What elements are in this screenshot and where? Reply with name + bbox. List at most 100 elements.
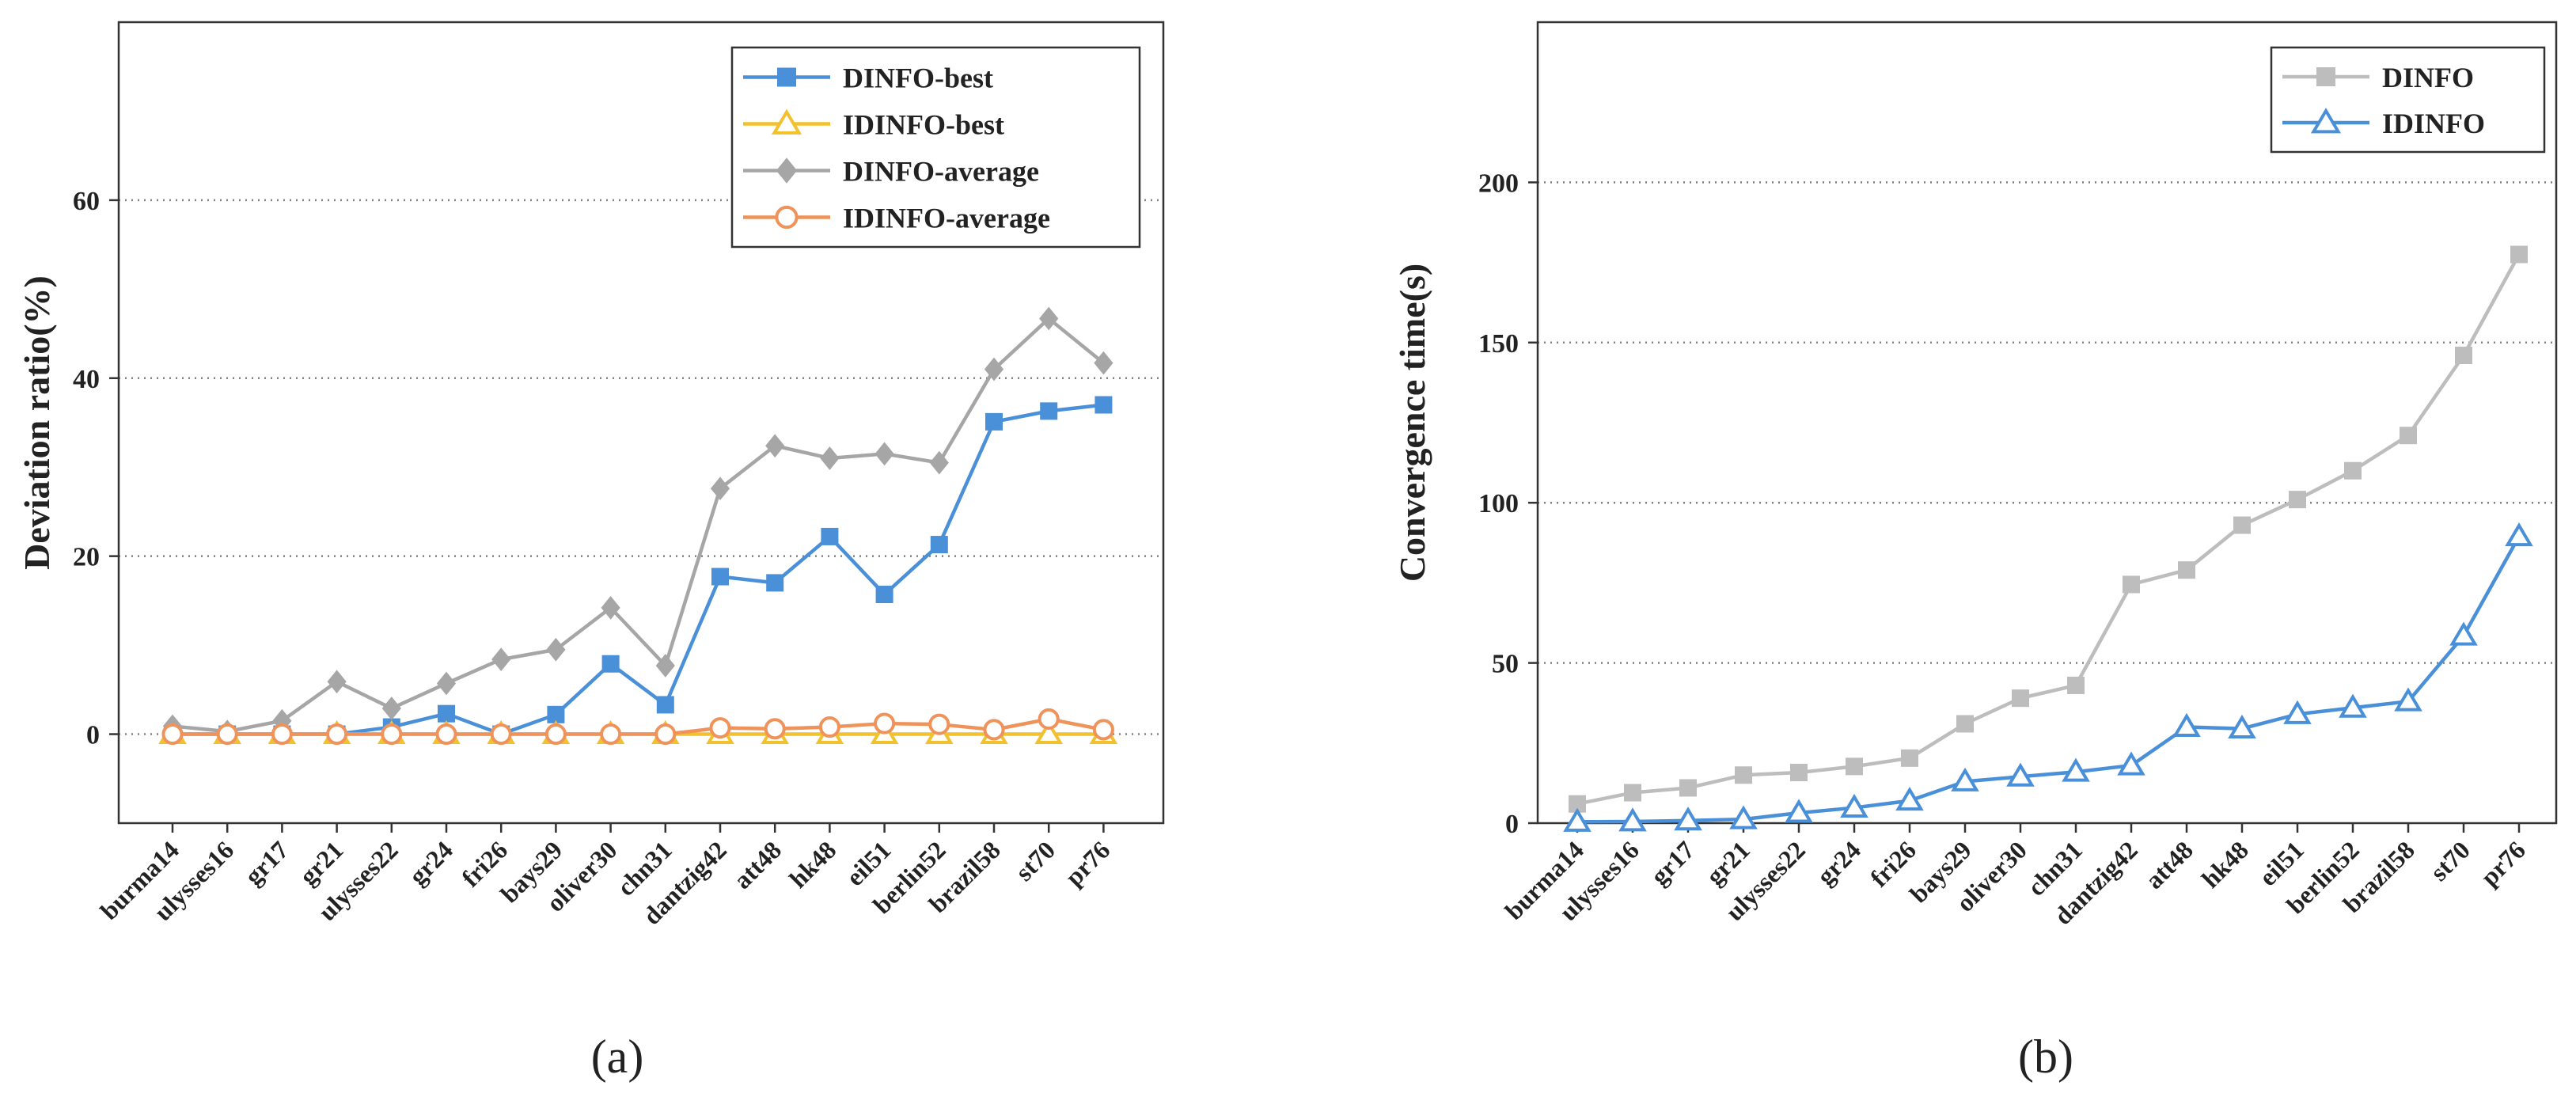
- x-tick-label: gr17: [1645, 835, 1700, 890]
- data-point: [327, 670, 347, 694]
- data-point: [1094, 351, 1113, 375]
- data-point: [438, 704, 455, 723]
- data-point: [1040, 402, 1058, 420]
- data-point: [1095, 396, 1113, 414]
- y-axis-label: Convergence time(s): [1392, 264, 1432, 582]
- data-point: [216, 723, 238, 746]
- data-point: [1951, 767, 1979, 791]
- x-tick-label: st70: [2425, 835, 2475, 886]
- data-point: [983, 719, 1005, 741]
- data-point: [1840, 793, 1868, 818]
- data-point: [546, 637, 566, 662]
- data-point: [1038, 708, 1060, 730]
- data-point: [984, 357, 1004, 381]
- data-point: [1039, 306, 1059, 331]
- data-point: [2067, 676, 2085, 694]
- legend-marker: [2310, 108, 2342, 134]
- data-point: [1901, 749, 1918, 767]
- data-point: [1790, 764, 1808, 782]
- data-point: [326, 723, 348, 746]
- data-point: [711, 567, 729, 586]
- series-line: [1576, 535, 2521, 824]
- series-line: [173, 403, 1104, 736]
- data-point: [2123, 575, 2140, 594]
- data-point: [436, 671, 457, 696]
- y-tick-label: 150: [1478, 329, 1519, 359]
- y-tick-label: 40: [73, 365, 100, 394]
- x-tick-label: pr76: [1060, 835, 1116, 891]
- y-tick-label: 50: [1492, 650, 1519, 679]
- data-point: [2449, 621, 2478, 646]
- data-point: [2394, 687, 2422, 712]
- data-point: [2233, 516, 2251, 534]
- series-line: [1576, 253, 2521, 806]
- panel-caption: (b): [2018, 1031, 2073, 1083]
- legend-marker: [771, 108, 802, 135]
- data-point: [818, 716, 840, 738]
- data-point: [929, 450, 949, 475]
- data-point: [1785, 799, 1813, 823]
- data-point: [381, 697, 401, 720]
- legend-marker: [2316, 67, 2335, 86]
- data-point: [2228, 714, 2256, 739]
- x-tick-label: att48: [728, 835, 787, 894]
- x-tick-label: hk48: [783, 835, 841, 893]
- data-point: [2344, 461, 2362, 480]
- data-point: [1729, 805, 1758, 829]
- legend-label: DINFO-best: [843, 63, 993, 94]
- y-tick-label: 200: [1478, 169, 1519, 198]
- data-point: [709, 717, 731, 739]
- data-point: [490, 723, 512, 746]
- y-tick-label: 0: [86, 721, 100, 750]
- data-point: [2172, 712, 2201, 738]
- legend-box: [2270, 46, 2546, 154]
- x-tick-label: gr24: [1812, 835, 1866, 890]
- data-point: [2339, 693, 2367, 718]
- y-tick-label: 60: [73, 187, 100, 216]
- data-point: [1624, 784, 1641, 802]
- data-point: [1569, 795, 1586, 813]
- y-tick-label: 0: [1505, 810, 1519, 839]
- data-point: [2283, 700, 2312, 724]
- data-point: [2062, 757, 2090, 782]
- data-point: [820, 446, 840, 470]
- data-point: [874, 442, 894, 466]
- data-point: [547, 705, 565, 723]
- legend-label: IDINFO-best: [843, 109, 1004, 141]
- data-point: [272, 708, 292, 733]
- data-point: [1895, 786, 1924, 811]
- legend-marker: [777, 67, 796, 87]
- legend-box: [730, 46, 1141, 249]
- data-point: [381, 723, 403, 746]
- data-point: [928, 713, 950, 735]
- series-DINFO-best: [164, 396, 1113, 743]
- x-tick-label: st70: [1010, 835, 1060, 886]
- series-IDINFO: [1563, 522, 2533, 832]
- data-point: [2006, 762, 2035, 787]
- series-DINFO-average: [162, 306, 1113, 744]
- data-point: [1563, 807, 1592, 832]
- series-line: [173, 717, 1104, 736]
- data-point: [601, 655, 620, 673]
- series-DINFO: [1569, 245, 2528, 813]
- data-point: [710, 476, 730, 501]
- data-point: [1618, 807, 1647, 832]
- legend-label: IDINFO-average: [843, 203, 1050, 234]
- legend-marker: [776, 158, 798, 184]
- data-point: [1679, 779, 1697, 797]
- data-point: [766, 574, 784, 592]
- data-point: [544, 723, 567, 746]
- legend-label: DINFO: [2382, 62, 2474, 93]
- y-axis-label: Deviation ratio(%): [17, 275, 57, 570]
- legend: DINFO IDINFO: [2270, 46, 2546, 154]
- data-point: [2178, 561, 2195, 579]
- data-point: [2505, 522, 2533, 547]
- data-point: [821, 527, 839, 545]
- data-point: [875, 586, 893, 604]
- data-point: [1674, 807, 1702, 831]
- data-point: [985, 412, 1003, 431]
- x-tick-label: pr76: [2475, 835, 2531, 891]
- legend-marker: [775, 205, 799, 230]
